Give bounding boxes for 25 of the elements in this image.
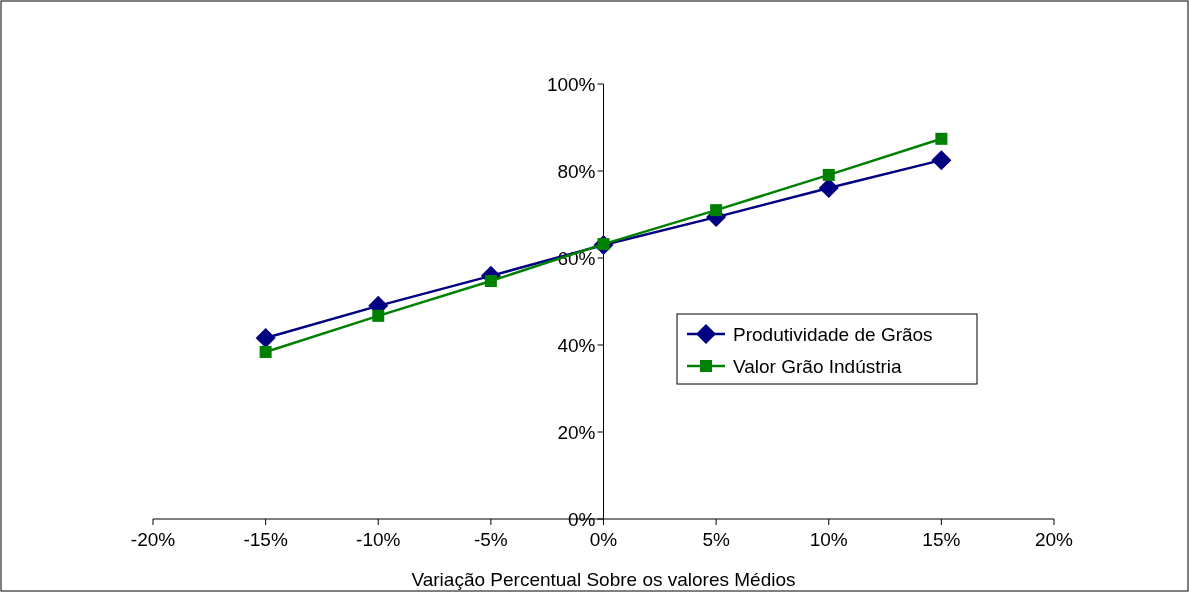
x-tick-label: 10% bbox=[809, 529, 848, 550]
y-tick-label: 40% bbox=[557, 335, 596, 356]
point bbox=[372, 309, 385, 322]
x-tick-label: -15% bbox=[243, 529, 288, 550]
point bbox=[822, 168, 835, 181]
y-tick-label: 80% bbox=[557, 161, 596, 182]
x-axis-title: Variação Percentual Sobre os valores Médios bbox=[411, 569, 796, 590]
x-tick-label: -10% bbox=[356, 529, 401, 550]
x-tick-label: 20% bbox=[1034, 529, 1074, 550]
y-tick-label: 20% bbox=[557, 422, 596, 443]
point bbox=[255, 328, 276, 349]
x-tick-label: 5% bbox=[702, 529, 730, 550]
point bbox=[484, 275, 497, 288]
y-tick-label: 100% bbox=[546, 74, 596, 95]
x-tick-label: -20% bbox=[130, 529, 176, 550]
legend-label: Produtividade de Grãos bbox=[733, 324, 933, 345]
legend-label: Valor Grão Indústria bbox=[733, 356, 903, 377]
point bbox=[710, 204, 723, 217]
x-tick-label: 15% bbox=[922, 529, 961, 550]
y-tick-label: 0% bbox=[568, 509, 596, 530]
x-tick-label: 0% bbox=[589, 529, 618, 550]
x-tick-label: -5% bbox=[473, 529, 508, 550]
point bbox=[935, 132, 948, 145]
point bbox=[931, 150, 952, 171]
point bbox=[259, 345, 272, 358]
